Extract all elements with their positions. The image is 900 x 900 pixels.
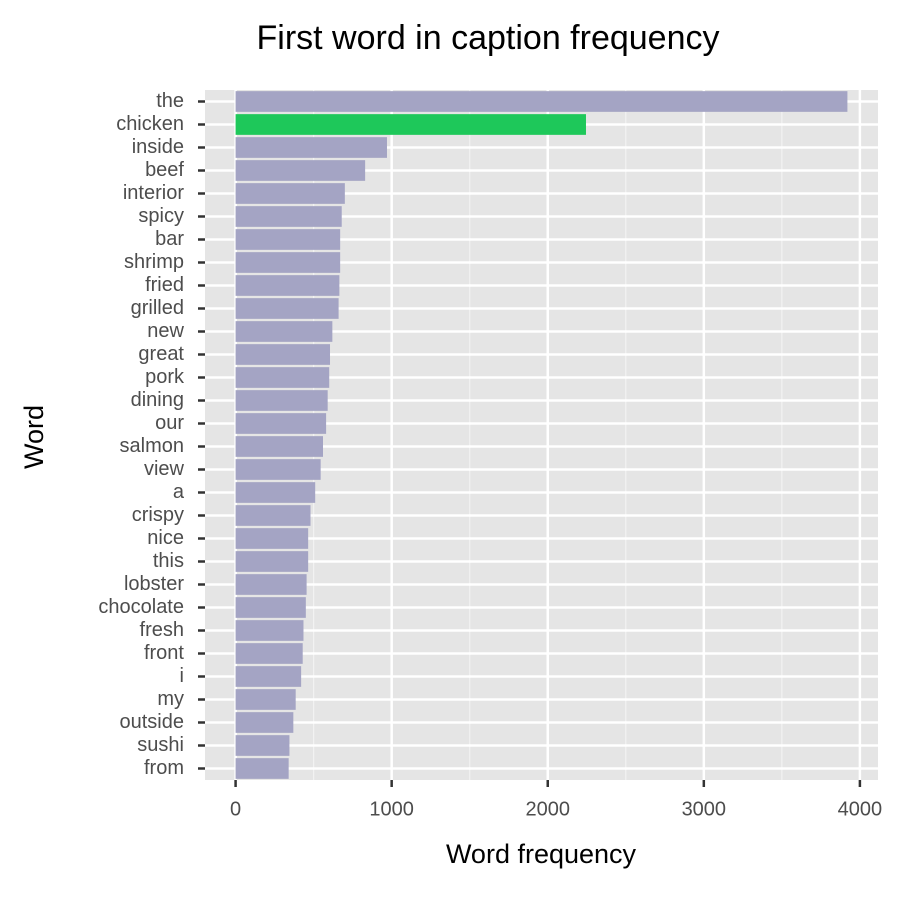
x-tick-label: 3000 (682, 798, 727, 820)
y-tick-label: dining (131, 389, 184, 411)
bar (235, 643, 303, 664)
x-axis-title: Word frequency (446, 839, 637, 869)
y-tick-label: sushi (137, 734, 184, 756)
bar (235, 735, 290, 756)
y-tick-label: grilled (131, 297, 184, 319)
y-tick-label: fresh (140, 619, 184, 641)
bar (235, 252, 341, 273)
bar (235, 114, 586, 135)
bar (235, 689, 296, 710)
bar (235, 390, 328, 411)
y-tick-label: spicy (138, 205, 184, 227)
bar (235, 597, 306, 618)
y-tick-label: great (138, 343, 184, 365)
bar (235, 229, 341, 250)
y-axis-title: Word (19, 405, 49, 469)
y-tick-label: a (173, 481, 185, 503)
bar (235, 505, 311, 526)
y-tick-label: new (147, 320, 184, 342)
y-tick-label: interior (123, 182, 184, 204)
bar (235, 620, 304, 641)
bar (235, 413, 327, 434)
y-tick-label: from (144, 757, 184, 779)
bar (235, 528, 309, 549)
y-tick-label: the (156, 90, 184, 112)
bar (235, 758, 289, 779)
y-tick-label: nice (147, 527, 184, 549)
bar (235, 160, 366, 181)
y-tick-label: outside (120, 711, 185, 733)
bar (235, 298, 339, 319)
y-tick-label: our (155, 412, 184, 434)
y-tick-label: chocolate (98, 596, 184, 618)
bar (235, 482, 316, 503)
chart-title: First word in caption frequency (257, 19, 720, 57)
bar (235, 344, 331, 365)
y-tick-label: shrimp (124, 251, 184, 273)
y-tick-label: view (144, 458, 185, 480)
x-tick-label: 0 (230, 798, 241, 820)
bar (235, 91, 848, 112)
bar (235, 666, 302, 687)
y-tick-label: i (180, 665, 184, 687)
y-tick-label: pork (145, 366, 185, 388)
bar (235, 137, 387, 158)
x-tick-label: 4000 (838, 798, 883, 820)
x-tick-label: 2000 (525, 798, 570, 820)
bar (235, 712, 294, 733)
bar (235, 206, 342, 227)
y-tick-label: chicken (116, 113, 184, 135)
y-tick-label: my (157, 688, 184, 710)
y-tick-label: this (153, 550, 184, 572)
y-tick-label: inside (132, 136, 184, 158)
bar (235, 436, 323, 457)
bar (235, 183, 345, 204)
y-tick-label: fried (145, 274, 184, 296)
x-tick-label: 1000 (369, 798, 414, 820)
panel (205, 90, 878, 780)
bar (235, 275, 340, 296)
bar (235, 459, 321, 480)
y-tick-label: lobster (124, 573, 184, 595)
bar (235, 321, 333, 342)
bar (235, 367, 330, 388)
y-tick-label: salmon (120, 435, 184, 457)
y-tick-label: crispy (132, 504, 184, 526)
y-tick-label: bar (155, 228, 184, 250)
y-tick-label: front (144, 642, 184, 664)
bar (235, 574, 307, 595)
bar (235, 551, 309, 572)
y-tick-label: beef (145, 159, 184, 181)
